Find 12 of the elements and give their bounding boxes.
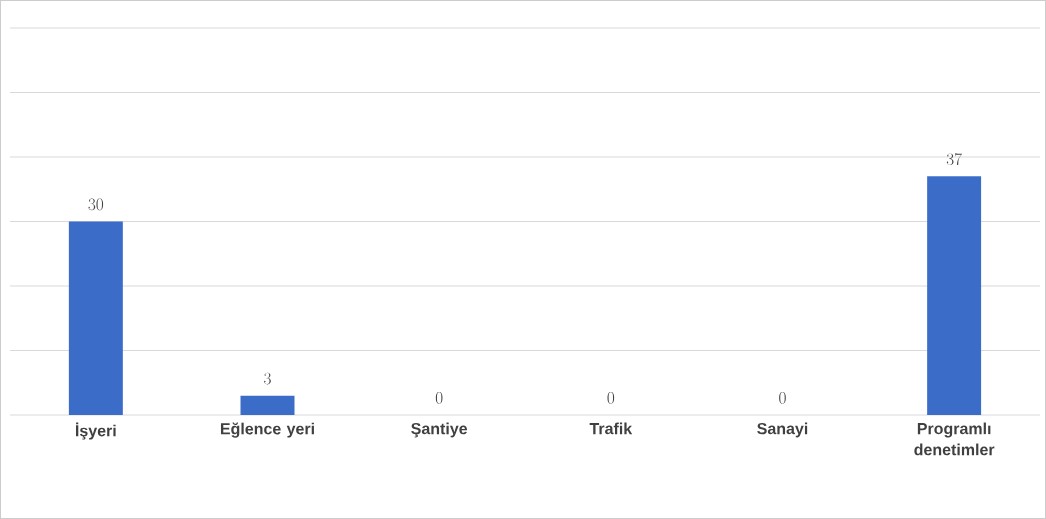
- data-label: 0: [779, 392, 786, 404]
- data-label: 3: [264, 372, 271, 385]
- x-tick-label: Sanayi: [757, 422, 808, 438]
- data-label: 30: [88, 198, 104, 211]
- x-tick-label: İşyeri: [75, 422, 116, 440]
- x-tick-label: Programlı denetimler: [914, 422, 995, 456]
- data-label: 37: [946, 153, 962, 166]
- data-label: 0: [607, 392, 615, 404]
- x-tick-label: Trafik: [589, 422, 633, 435]
- data-label: 0: [435, 392, 443, 404]
- x-tick-label: Şantiye: [411, 422, 468, 438]
- x-tick-label: Eğlence yeri: [220, 422, 314, 438]
